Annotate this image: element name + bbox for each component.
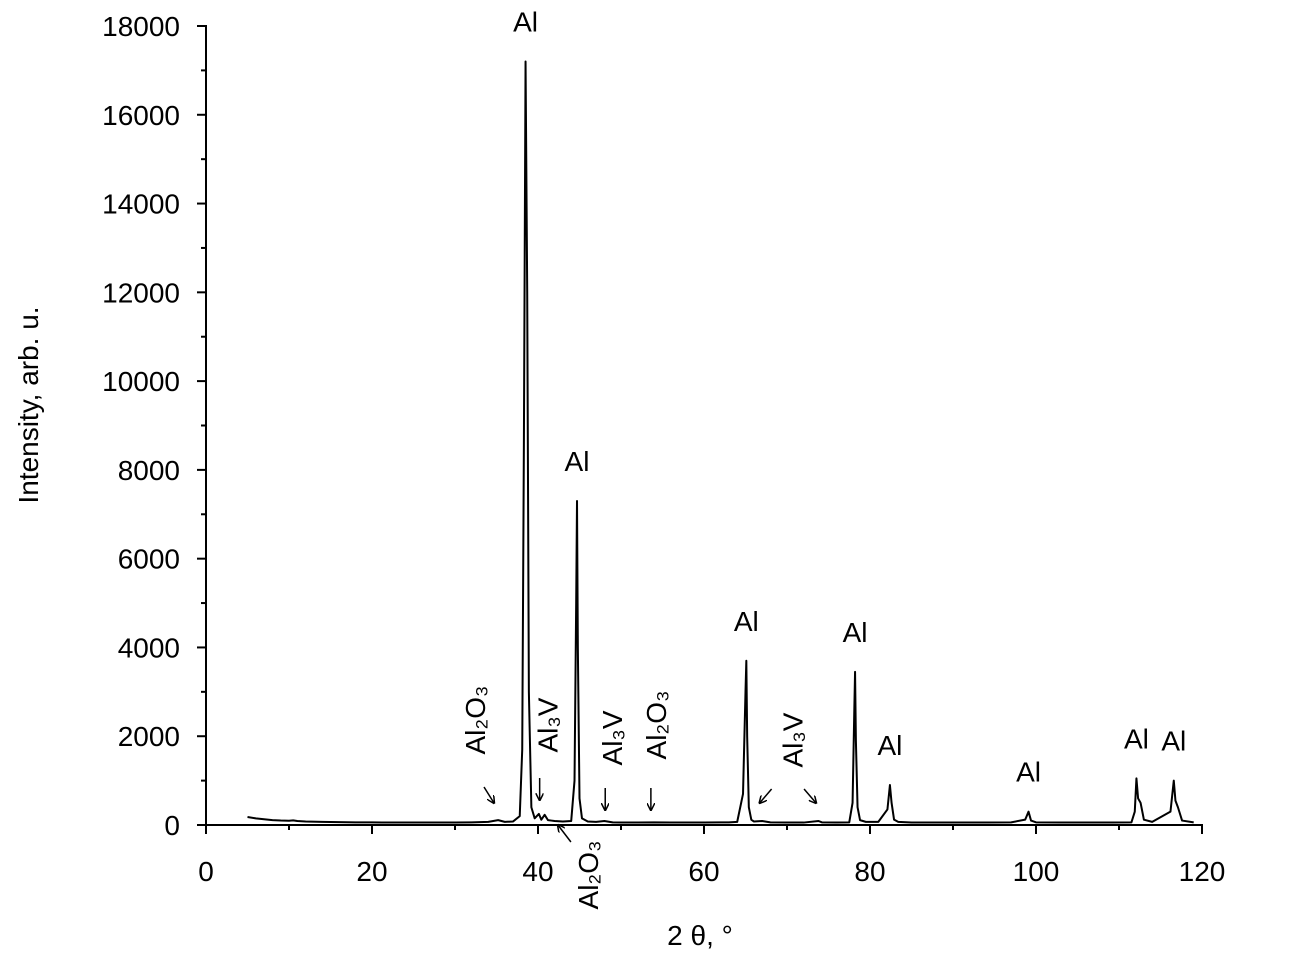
- phase-label: Al₃V: [597, 710, 628, 765]
- arrow: [803, 788, 816, 803]
- y-tick-label: 4000: [118, 632, 180, 663]
- pattern-line: [247, 60, 1194, 824]
- phase-label: Al₂O₃: [460, 686, 491, 755]
- arrow: [558, 825, 572, 843]
- peak-label: Al: [565, 446, 590, 477]
- peak-label: Al: [1161, 726, 1186, 757]
- phase-label: Al₃V: [778, 712, 809, 767]
- y-tick-label: 10000: [102, 366, 180, 397]
- peak-label: Al: [843, 617, 868, 648]
- arrow: [760, 788, 773, 803]
- y-axis-title: Intensity, arb. u.: [13, 306, 44, 503]
- y-tick-label: 2000: [118, 721, 180, 752]
- y-tick-label: 8000: [118, 455, 180, 486]
- peak-label: Al: [734, 606, 759, 637]
- x-tick-label: 40: [522, 856, 553, 887]
- x-axis-title: 2 θ, °: [667, 920, 733, 951]
- x-tick-label: 0: [198, 856, 214, 887]
- phase-label: Al₃V: [533, 697, 564, 752]
- peak-label: Al: [513, 7, 538, 38]
- x-tick-label: 120: [1179, 856, 1226, 887]
- peak-label: Al: [1124, 723, 1149, 754]
- phase-label: Al₂O₃: [641, 691, 672, 760]
- y-tick-label: 16000: [102, 100, 180, 131]
- arrow: [483, 786, 494, 803]
- peak-label: Al: [1016, 757, 1041, 788]
- x-tick-label: 20: [356, 856, 387, 887]
- peak-label: Al: [877, 730, 902, 761]
- y-tick-label: 0: [164, 810, 180, 841]
- y-tick-label: 12000: [102, 277, 180, 308]
- y-tick-label: 6000: [118, 544, 180, 575]
- y-tick-label: 14000: [102, 189, 180, 220]
- x-tick-label: 80: [854, 856, 885, 887]
- x-tick-label: 60: [688, 856, 719, 887]
- y-tick-label: 18000: [102, 11, 180, 42]
- x-tick-label: 100: [1013, 856, 1060, 887]
- phase-label: Al₂O₃: [573, 841, 604, 910]
